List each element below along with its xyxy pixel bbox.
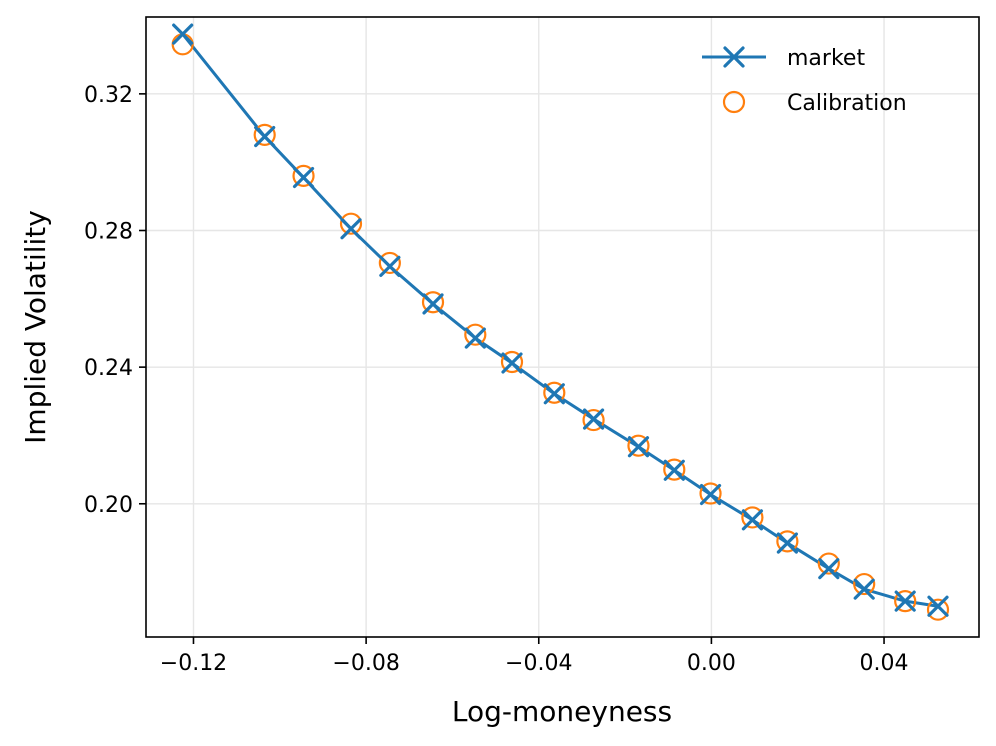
legend-market-marker xyxy=(723,46,745,68)
calibration-point xyxy=(378,251,401,275)
market-point xyxy=(254,125,276,148)
market-point-stroke xyxy=(422,293,444,315)
market-point-stroke xyxy=(379,255,401,277)
market-point-stroke xyxy=(627,436,650,458)
market-point xyxy=(853,578,875,600)
calibration-point xyxy=(464,323,487,346)
market-point-stroke xyxy=(292,166,315,189)
calibration-point xyxy=(582,408,605,432)
calibration-point xyxy=(253,123,276,146)
legend-calibration-label: Calibration xyxy=(787,91,907,116)
market-point-stroke xyxy=(741,509,764,531)
market-point xyxy=(172,23,194,45)
market-point-stroke xyxy=(894,590,916,612)
legend-calibration-marker xyxy=(722,90,746,114)
market-point xyxy=(582,408,605,430)
y-tick-label: 0.32 xyxy=(84,83,133,108)
calibration-point xyxy=(894,590,917,613)
market-point-stroke xyxy=(776,532,798,554)
market-point xyxy=(422,293,444,315)
calibration-point xyxy=(741,506,764,529)
market-point xyxy=(627,436,650,458)
market-point xyxy=(776,532,798,554)
x-tick-label: 0.00 xyxy=(687,651,736,676)
market-point-stroke xyxy=(582,408,605,430)
market-point-stroke xyxy=(543,383,565,405)
market-point xyxy=(818,558,840,580)
legend-market-label: market xyxy=(787,46,865,71)
market-point xyxy=(894,590,916,612)
calibration-point xyxy=(339,212,363,235)
market-point-stroke xyxy=(501,352,523,374)
market-point xyxy=(340,218,362,240)
calibration-point xyxy=(543,381,566,404)
x-tick-label: −0.08 xyxy=(332,651,399,676)
market-point xyxy=(379,255,401,277)
x-tick-label: −0.04 xyxy=(505,651,572,676)
calibration-point xyxy=(627,434,650,457)
market-point xyxy=(501,352,523,374)
market-point-stroke xyxy=(699,483,722,506)
calibration-point xyxy=(421,291,445,314)
market-point xyxy=(927,595,949,617)
market-point xyxy=(543,383,565,405)
x-tick-label: −0.12 xyxy=(160,651,227,676)
market-point-stroke xyxy=(254,125,276,148)
y-tick-label: 0.24 xyxy=(84,356,133,381)
y-tick-label: 0.28 xyxy=(84,219,133,244)
legend: market Calibration xyxy=(702,46,907,116)
market-point-stroke xyxy=(818,558,840,580)
plot-area xyxy=(171,23,950,621)
market-point-stroke xyxy=(172,23,194,45)
x-axis-label: Log-moneyness xyxy=(452,695,672,728)
market-point-stroke xyxy=(927,595,949,617)
calibration-point xyxy=(699,482,722,505)
market-point xyxy=(292,166,315,189)
market-point xyxy=(699,483,722,506)
calibration-point xyxy=(292,164,315,187)
calibration-point xyxy=(663,458,686,481)
calibration-point xyxy=(817,552,840,575)
y-axis-label: Implied Volatility xyxy=(19,210,52,444)
market-point-stroke xyxy=(853,578,875,600)
market-point-stroke xyxy=(464,327,486,349)
market-point-stroke xyxy=(663,459,685,481)
calibration-point xyxy=(776,530,799,553)
market-point xyxy=(663,459,685,481)
calibration-point xyxy=(853,572,876,596)
x-tick-label: 0.04 xyxy=(860,651,909,676)
calibration-point xyxy=(926,598,950,621)
market-point xyxy=(741,509,764,531)
y-tick-label: 0.20 xyxy=(84,493,133,518)
market-point-stroke xyxy=(340,218,362,240)
market-point xyxy=(464,327,486,349)
grid xyxy=(146,17,979,637)
axes-frame xyxy=(145,16,980,638)
calibration-point xyxy=(500,350,524,374)
axis-ticks: −0.12 −0.08 −0.04 0.00 0.04 0.20 0.24 0.28 0.32 xyxy=(84,83,909,676)
